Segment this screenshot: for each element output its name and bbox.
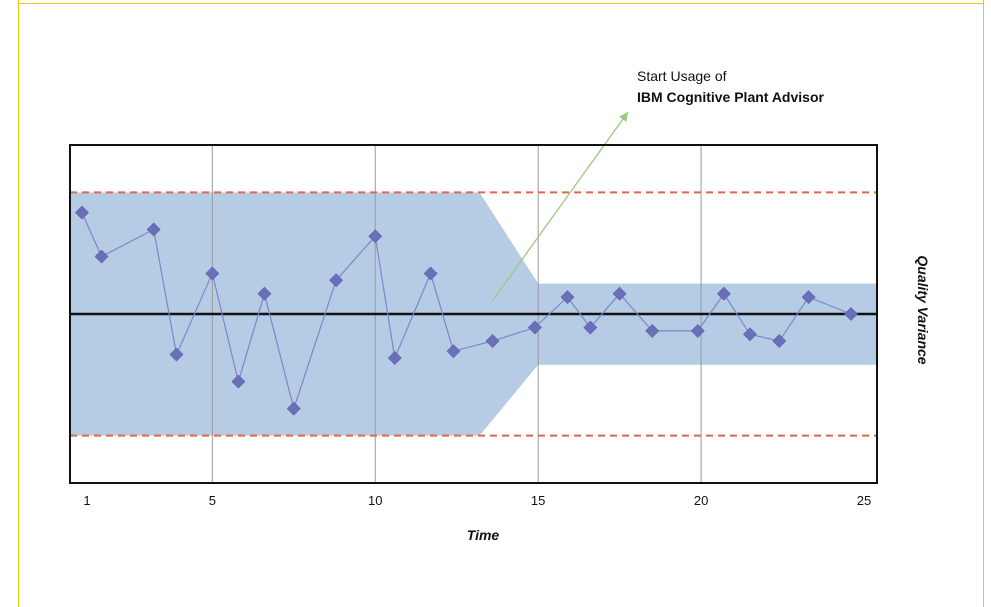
- data-point-4: [169, 347, 184, 362]
- data-point-24: [801, 290, 816, 305]
- data-point-17: [583, 320, 598, 335]
- data-point-18: [612, 286, 627, 301]
- data-point-21: [716, 286, 731, 301]
- x-tick-label-25: 25: [857, 493, 871, 508]
- annotation-arrow-head: [619, 112, 628, 122]
- data-point-9: [329, 273, 344, 288]
- frame-top-border: [18, 3, 984, 4]
- data-point-14: [485, 334, 500, 348]
- x-tick-label-15: 15: [531, 493, 545, 508]
- x-axis-title: Time: [467, 527, 500, 543]
- data-point-10: [368, 229, 383, 244]
- figure-frame: [18, 0, 984, 607]
- data-point-3: [146, 222, 161, 237]
- data-point-5: [205, 266, 220, 281]
- plot-border: [69, 144, 878, 484]
- x-tick-label-1: 1: [83, 493, 90, 508]
- data-point-2: [94, 249, 109, 264]
- data-point-19: [645, 323, 660, 338]
- x-tick-label-10: 10: [368, 493, 382, 508]
- data-point-23: [772, 334, 787, 348]
- data-point-22: [743, 327, 757, 342]
- data-point-25: [844, 307, 858, 321]
- data-point-8: [286, 401, 301, 416]
- data-point-13: [446, 344, 461, 359]
- data-point-20: [690, 323, 705, 338]
- annotation-line-2: IBM Cognitive Plant Advisor: [637, 89, 824, 105]
- data-point-12: [423, 266, 438, 281]
- data-point-16: [560, 290, 575, 305]
- data-point-11: [387, 351, 402, 365]
- data-point-6: [231, 374, 246, 389]
- data-point-7: [257, 286, 272, 301]
- data-point-15: [527, 320, 542, 335]
- x-tick-label-20: 20: [694, 493, 708, 508]
- annotation-arrow-line: [492, 111, 629, 301]
- annotation-line-1: Start Usage of: [637, 68, 727, 84]
- y-axis-title: Quality Variance: [915, 255, 931, 364]
- data-point-1: [75, 205, 89, 220]
- x-tick-label-5: 5: [209, 493, 216, 508]
